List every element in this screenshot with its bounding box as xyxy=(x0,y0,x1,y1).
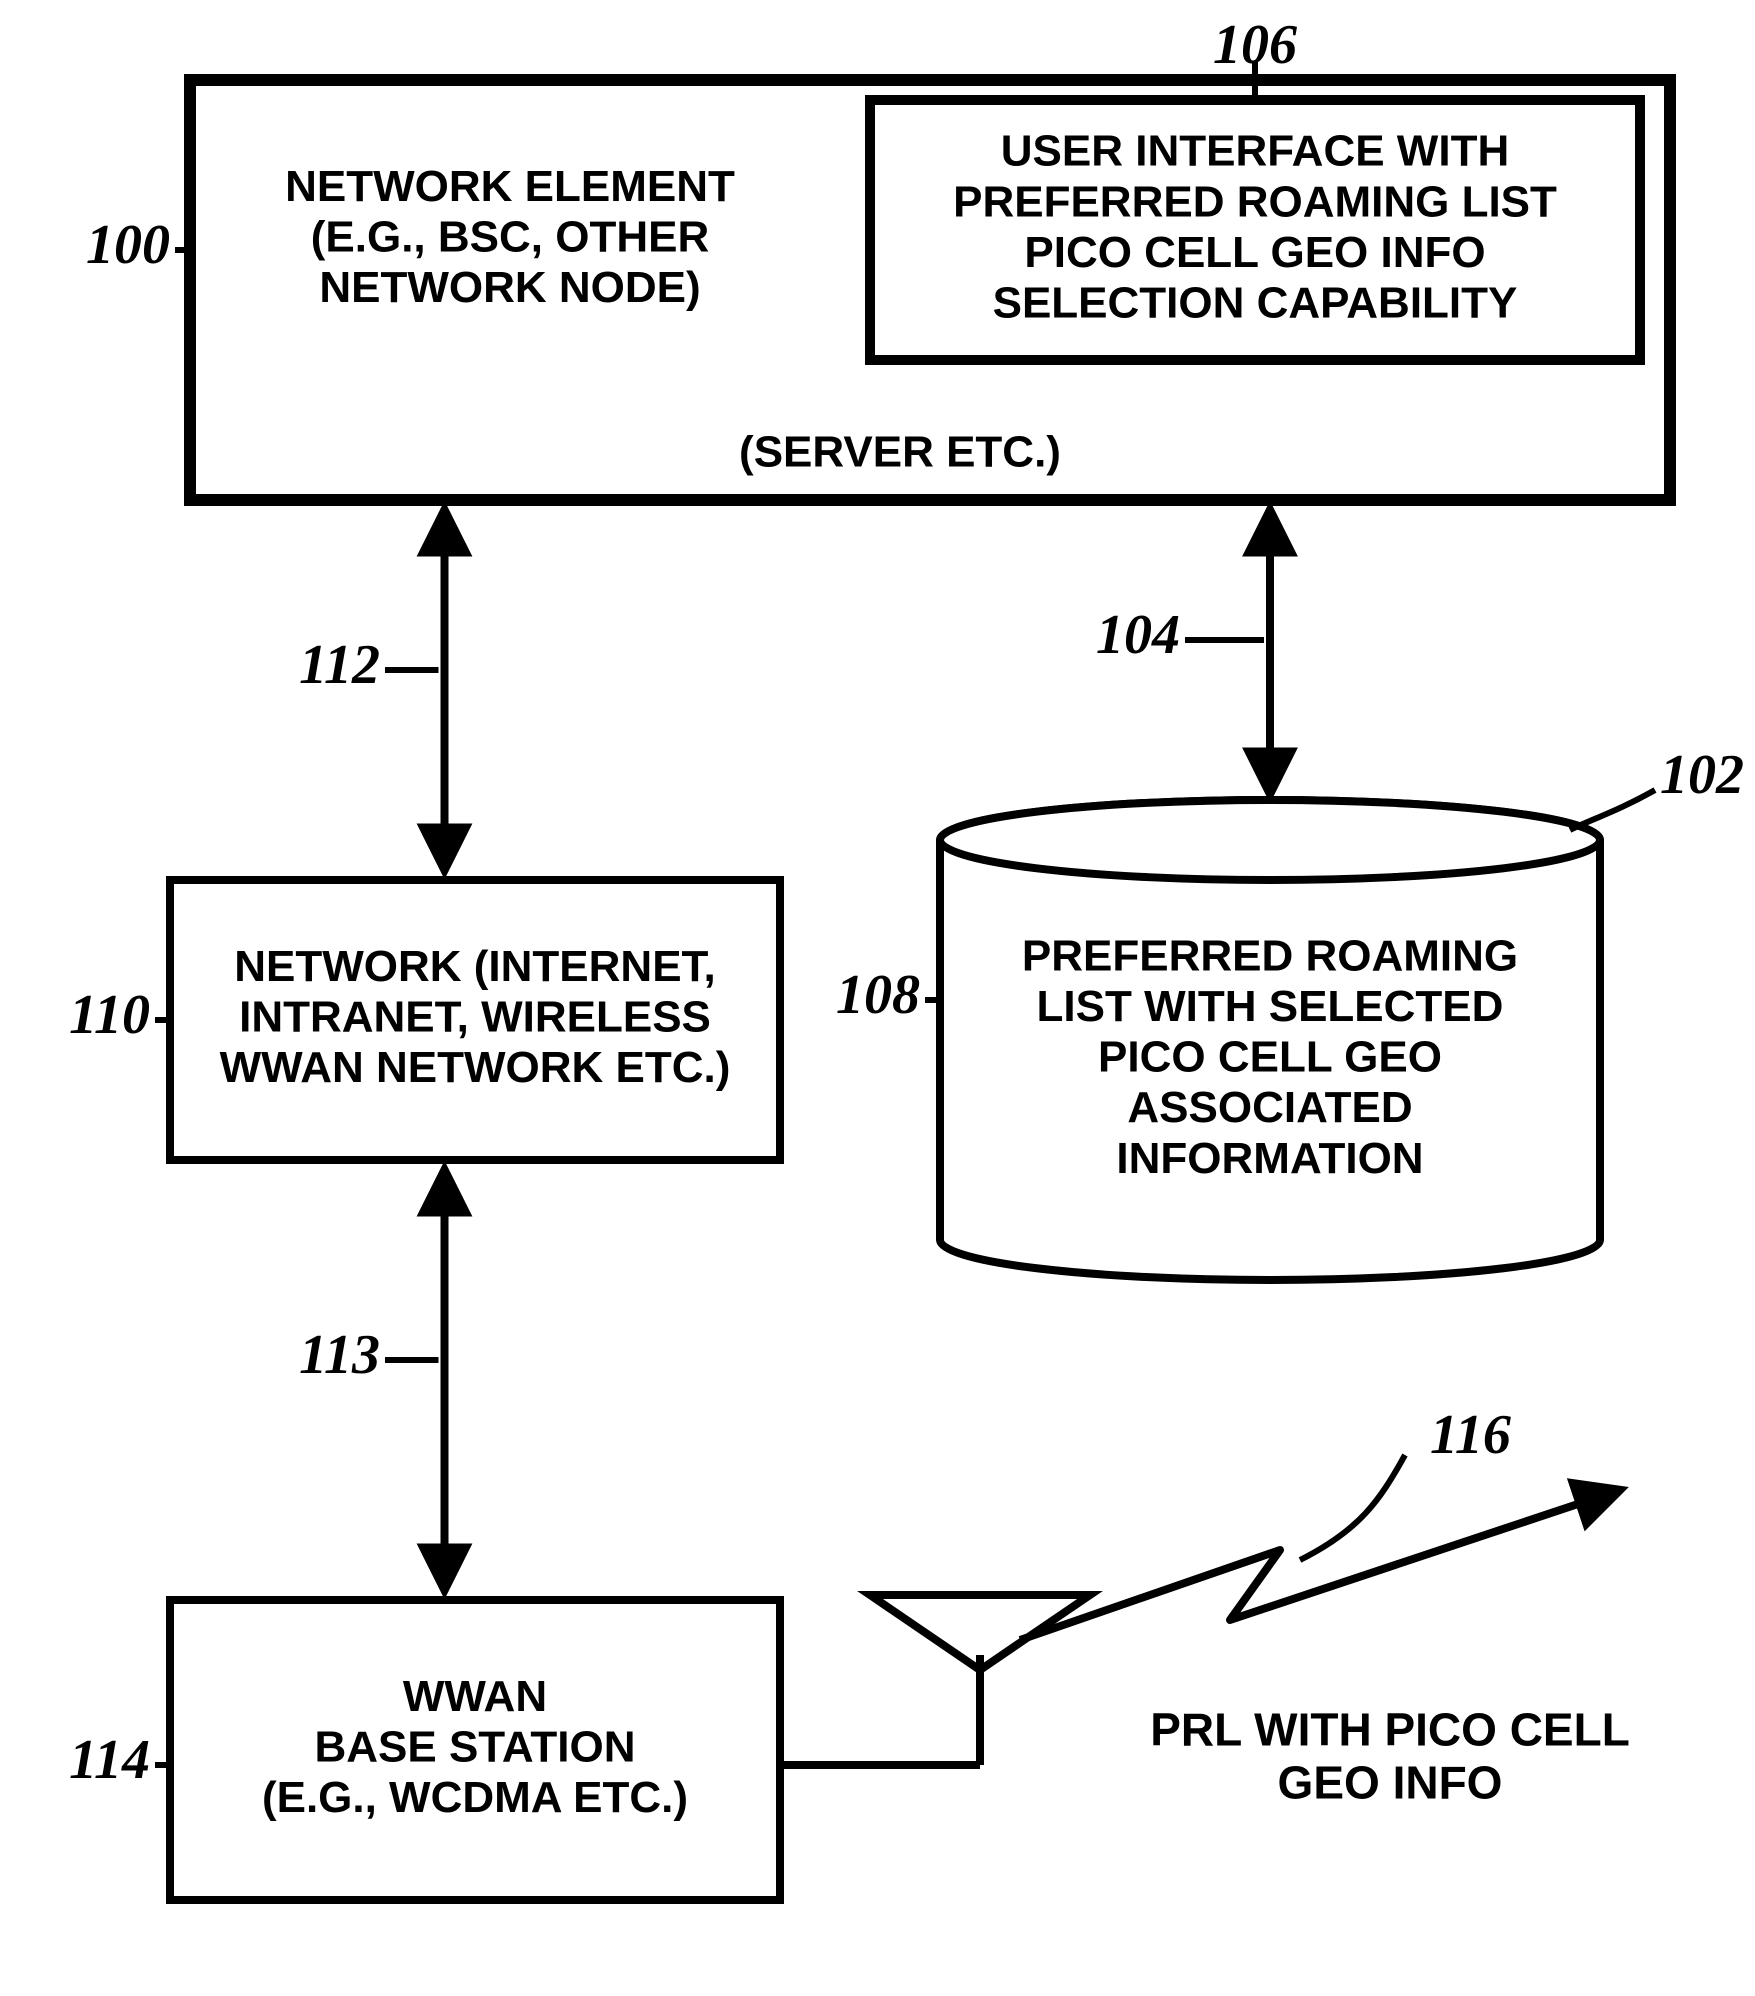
svg-text:NETWORK NODE): NETWORK NODE) xyxy=(319,263,700,312)
svg-text:NETWORK ELEMENT: NETWORK ELEMENT xyxy=(285,162,735,211)
ref-116-pointer xyxy=(1300,1455,1405,1560)
svg-text:(E.G., WCDMA ETC.): (E.G., WCDMA ETC.) xyxy=(262,1773,688,1822)
ref-116: 116 xyxy=(1430,1404,1511,1466)
svg-text:INTRANET, WIRELESS: INTRANET, WIRELESS xyxy=(239,993,711,1042)
svg-text:USER INTERFACE WITH: USER INTERFACE WITH xyxy=(1001,127,1509,176)
ref-100: 100 xyxy=(86,214,170,276)
svg-text:WWAN NETWORK ETC.): WWAN NETWORK ETC.) xyxy=(220,1043,731,1092)
svg-text:PICO CELL GEO: PICO CELL GEO xyxy=(1098,1033,1442,1082)
svg-text:NETWORK (INTERNET,: NETWORK (INTERNET, xyxy=(234,942,716,991)
svg-text:PRL WITH PICO CELL: PRL WITH PICO CELL xyxy=(1150,1704,1630,1756)
ref-102: 102 xyxy=(1660,744,1744,806)
server-label: (SERVER ETC.) xyxy=(739,428,1061,477)
svg-text:GEO INFO: GEO INFO xyxy=(1278,1757,1503,1809)
svg-text:LIST WITH SELECTED: LIST WITH SELECTED xyxy=(1037,982,1504,1031)
svg-text:PREFERRED ROAMING LIST: PREFERRED ROAMING LIST xyxy=(953,177,1557,226)
ref-110: 110 xyxy=(69,984,150,1046)
svg-text:SELECTION CAPABILITY: SELECTION CAPABILITY xyxy=(993,279,1518,328)
transmit-arrow xyxy=(1020,1490,1620,1640)
svg-text:PREFERRED ROAMING: PREFERRED ROAMING xyxy=(1022,931,1518,980)
network-box-label: NETWORK (INTERNET,INTRANET, WIRELESSWWAN… xyxy=(220,942,731,1092)
svg-text:(E.G., BSC, OTHER: (E.G., BSC, OTHER xyxy=(311,213,709,262)
svg-text:ASSOCIATED: ASSOCIATED xyxy=(1127,1083,1412,1132)
transmit-label: PRL WITH PICO CELLGEO INFO xyxy=(1150,1704,1630,1809)
ref-102-pointer xyxy=(1570,790,1655,830)
ref-113: 113 xyxy=(299,1324,380,1386)
svg-text:WWAN: WWAN xyxy=(403,1672,547,1721)
ui-box-label: USER INTERFACE WITHPREFERRED ROAMING LIS… xyxy=(953,127,1557,328)
network-element-label: NETWORK ELEMENT(E.G., BSC, OTHERNETWORK … xyxy=(285,162,735,312)
ref-108: 108 xyxy=(836,964,920,1026)
prl-database-top xyxy=(940,800,1600,880)
ref-112: 112 xyxy=(299,634,380,696)
svg-text:BASE STATION: BASE STATION xyxy=(314,1723,635,1772)
ref-114: 114 xyxy=(69,1729,150,1791)
svg-text:INFORMATION: INFORMATION xyxy=(1116,1134,1423,1183)
svg-text:PICO CELL GEO INFO: PICO CELL GEO INFO xyxy=(1024,228,1485,277)
ref-104: 104 xyxy=(1096,604,1180,666)
